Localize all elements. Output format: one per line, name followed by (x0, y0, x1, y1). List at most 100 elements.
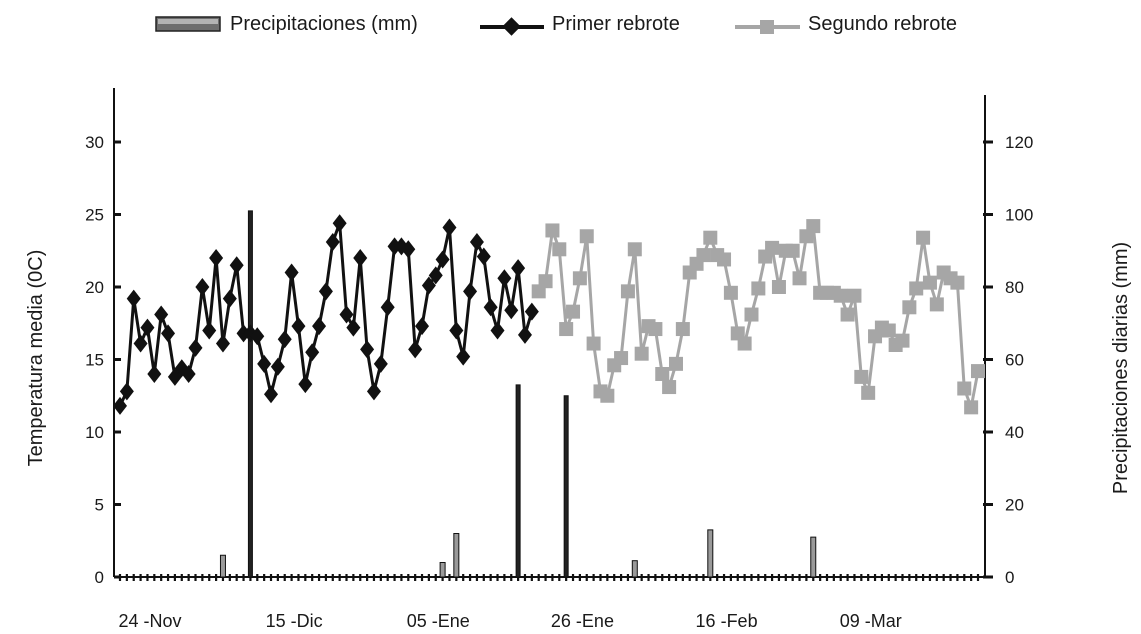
series-point (572, 271, 587, 286)
series-point (318, 282, 333, 301)
legend-swatch-bar-shade (158, 19, 218, 24)
precipitation-bars (219, 210, 817, 578)
series-point (305, 343, 320, 362)
series-point (723, 285, 738, 300)
y-right-tick-label: 40 (1005, 423, 1024, 442)
series-point (476, 247, 491, 266)
series-point (353, 249, 368, 267)
y-left-tick-label: 0 (95, 568, 104, 587)
series-point (648, 322, 663, 337)
legend-label-precipitation: Precipitaciones (mm) (230, 13, 418, 35)
precipitation-bar (515, 384, 521, 578)
series-point (360, 340, 375, 359)
y-right-tick-label: 100 (1005, 206, 1033, 225)
series-point (229, 256, 244, 275)
series-point (620, 284, 635, 299)
series-point (154, 305, 169, 324)
series-point (950, 275, 965, 290)
series-point (119, 382, 134, 401)
series-point (655, 367, 670, 381)
series-point (559, 322, 574, 337)
series-point (215, 334, 230, 353)
legend-item-primer-rebrote: Primer rebrote (480, 13, 680, 36)
precipitation-bar (439, 562, 446, 578)
legend-item-precipitation: Precipitaciones (mm) (155, 13, 418, 35)
legend: Precipitaciones (mm) Primer rebrote Segu… (155, 13, 957, 36)
series-point (181, 365, 196, 383)
series-point (765, 240, 780, 255)
series-point (703, 230, 718, 245)
series-point (312, 317, 327, 336)
x-tick-label: 09 -Mar (840, 611, 902, 631)
series-point (957, 381, 972, 396)
series-point (806, 219, 821, 234)
series-point (277, 330, 292, 349)
x-tick-label: 16 -Feb (696, 611, 758, 631)
x-axis-tick-labels: 24 -Nov 15 -Dic 05 -Ene 26 -Ene 16 -Feb 09 -M… (118, 611, 901, 631)
series-point (291, 317, 306, 336)
series-point (634, 346, 649, 361)
series-point (971, 364, 985, 379)
series-point (717, 252, 732, 267)
series-point (325, 233, 340, 252)
series-point (195, 278, 210, 296)
series-point (627, 242, 642, 257)
series-point (929, 297, 944, 312)
series-point (833, 288, 848, 303)
series-point (964, 400, 979, 415)
y-axis-left-title: Temperatura media (0C) (25, 250, 47, 467)
series-point (662, 380, 677, 395)
series-point (284, 263, 299, 282)
series-point (668, 356, 683, 371)
y-left-tick-label: 5 (95, 496, 104, 515)
y-axis-right-title: Precipitaciones diarias (mm) (1110, 242, 1132, 494)
series-point (895, 333, 910, 348)
x-axis-day-ticks (118, 574, 980, 581)
series-point (270, 357, 285, 376)
series-point (785, 243, 800, 258)
series-point (600, 388, 615, 403)
x-tick-label: 26 -Ene (551, 611, 614, 631)
series-point (922, 275, 937, 290)
series-point (140, 318, 155, 337)
precipitation-bar (631, 560, 638, 578)
series-point (339, 305, 354, 324)
y-right-tick-label: 0 (1005, 568, 1014, 587)
series-point (771, 280, 786, 294)
series-point (854, 369, 869, 384)
series-point (538, 274, 553, 289)
y-right-tick-label: 60 (1005, 351, 1024, 370)
series-point (250, 327, 265, 346)
series-point (188, 338, 203, 357)
series-point (696, 248, 711, 263)
series-point (346, 318, 361, 337)
series-point (614, 351, 629, 366)
series-point (298, 375, 313, 394)
y-left-tick-label: 20 (85, 278, 104, 297)
series-point (916, 230, 931, 245)
y-left-tick-label: 15 (85, 351, 104, 370)
precipitation-bar (453, 533, 460, 578)
series-point (373, 354, 388, 373)
precipitation-bar (563, 395, 569, 578)
series-point (202, 321, 217, 340)
series-point (366, 382, 381, 401)
series-point (463, 282, 478, 301)
precipitation-bar (247, 210, 253, 578)
series-point (449, 321, 464, 340)
series-point (497, 269, 512, 288)
series-point (881, 323, 896, 338)
legend-label-primer: Primer rebrote (552, 13, 680, 35)
series-point (483, 298, 498, 317)
series-point (401, 240, 416, 259)
series-point (861, 385, 876, 400)
series-point (332, 214, 347, 233)
temperature-series (113, 214, 985, 415)
series-point (566, 304, 581, 319)
series-point (222, 289, 237, 308)
y-right-tick-label: 80 (1005, 278, 1024, 297)
series-point (428, 266, 443, 285)
x-tick-label: 05 -Ene (407, 611, 470, 631)
series-point (113, 396, 127, 415)
